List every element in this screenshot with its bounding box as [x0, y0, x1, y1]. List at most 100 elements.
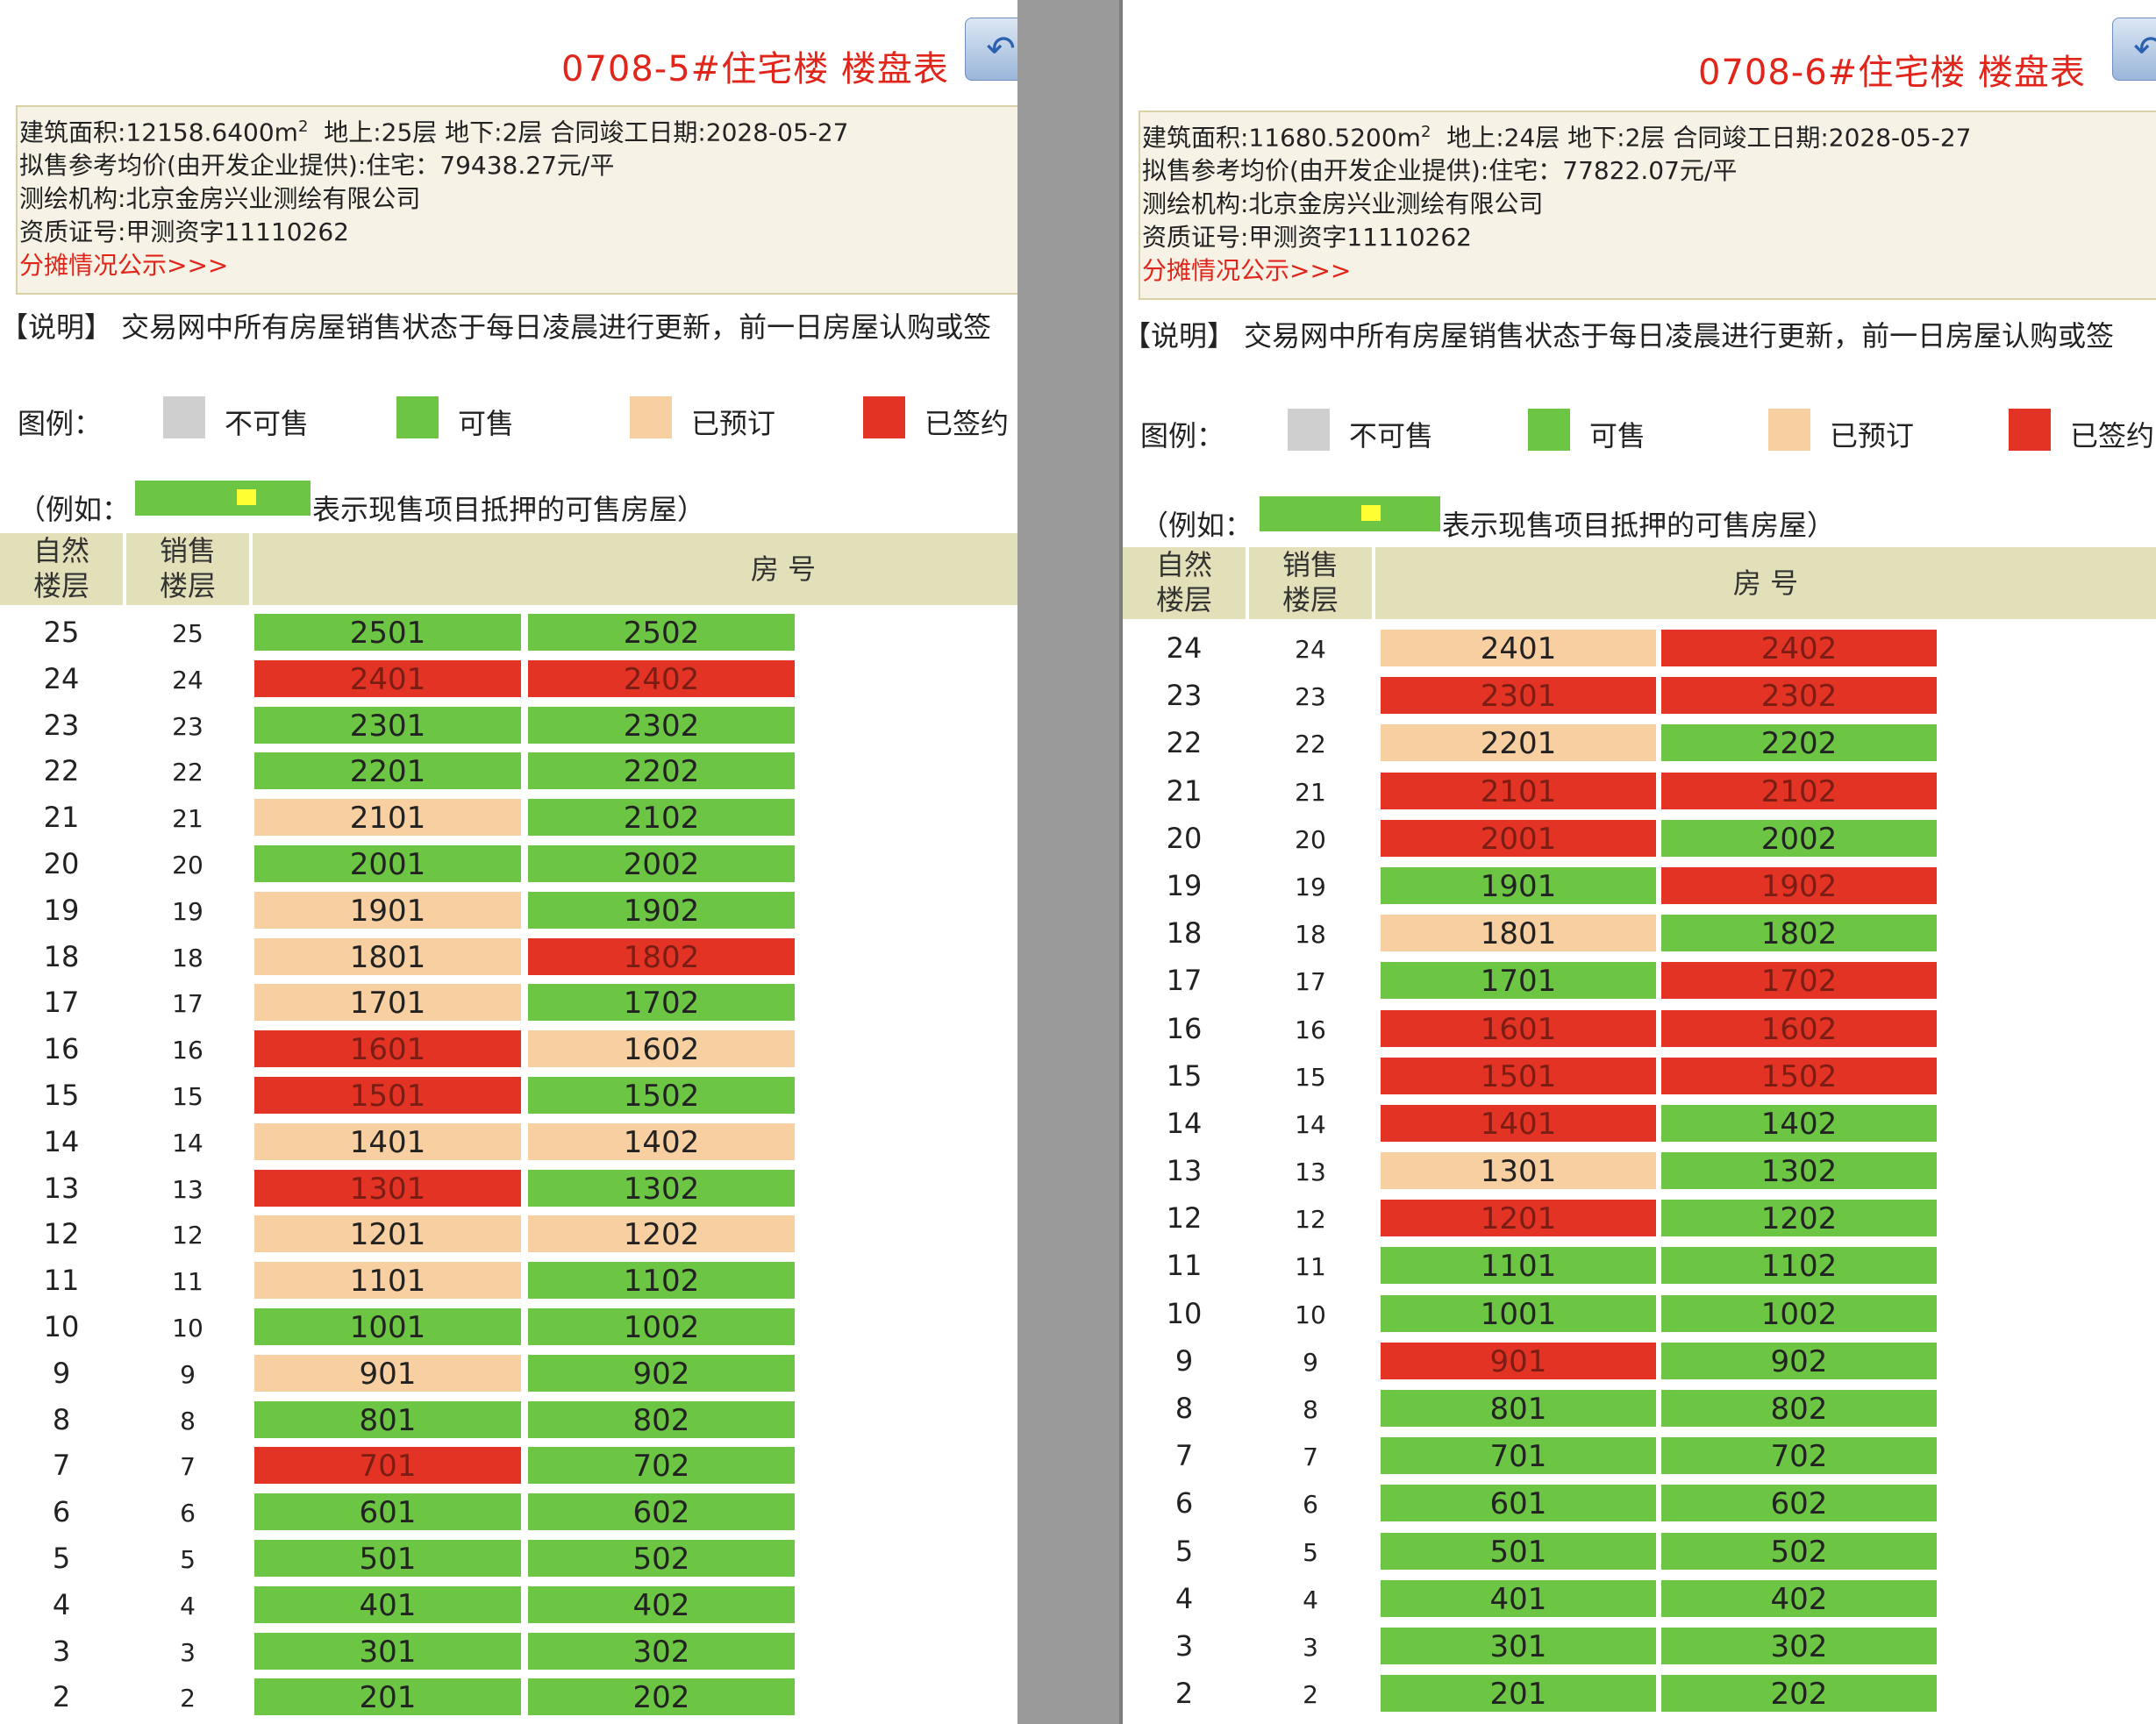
unit-cell[interactable]: 1201: [1381, 1200, 1656, 1237]
unit-cell[interactable]: 902: [528, 1354, 795, 1392]
unit-cell[interactable]: 1402: [1661, 1104, 1937, 1142]
unit-cell[interactable]: 2001: [1381, 819, 1656, 857]
unit-cell[interactable]: 1201: [254, 1215, 521, 1253]
unit-cell[interactable]: 702: [528, 1447, 795, 1485]
unit-cell[interactable]: 2401: [1381, 630, 1656, 666]
unit-cell[interactable]: 2501: [254, 614, 521, 651]
unit-cell[interactable]: 1602: [528, 1030, 795, 1068]
unit-cell[interactable]: 1202: [1661, 1200, 1937, 1237]
unit-cell[interactable]: 1102: [528, 1262, 795, 1300]
unit-cell[interactable]: 2101: [1381, 772, 1656, 809]
unit-cell[interactable]: 1802: [1661, 915, 1937, 952]
unit-cell[interactable]: 501: [1381, 1532, 1656, 1570]
unit-cell[interactable]: 2302: [528, 706, 795, 744]
unit-cell[interactable]: 2001: [254, 844, 521, 882]
unit-cell[interactable]: 402: [1661, 1579, 1937, 1617]
unit-cell[interactable]: 301: [1381, 1627, 1656, 1664]
unit-cell[interactable]: 801: [254, 1400, 521, 1438]
unit-cell[interactable]: 2201: [254, 752, 521, 790]
unit-cell[interactable]: 2301: [1381, 677, 1656, 715]
unit-cell[interactable]: 1101: [254, 1262, 521, 1300]
unit-cell[interactable]: 1501: [254, 1076, 521, 1114]
unit-cell[interactable]: 2401: [254, 659, 521, 697]
unit-cell[interactable]: 1801: [1381, 915, 1656, 952]
unit-cell[interactable]: 1301: [1381, 1152, 1656, 1190]
unit-cell[interactable]: 1001: [254, 1307, 521, 1345]
unit-cell[interactable]: 1902: [1661, 866, 1937, 904]
unit-cell[interactable]: 1701: [254, 984, 521, 1022]
unit-cell[interactable]: 302: [1661, 1627, 1937, 1664]
unit-cell[interactable]: 302: [528, 1632, 795, 1670]
unit-cell[interactable]: 2201: [1381, 724, 1656, 762]
unit-cell[interactable]: 1302: [1661, 1152, 1937, 1190]
unit-cell[interactable]: 2402: [1661, 630, 1937, 666]
unit-cell[interactable]: 1702: [528, 984, 795, 1022]
unit-cell[interactable]: 1302: [528, 1169, 795, 1207]
unit-cell[interactable]: 301: [254, 1632, 521, 1670]
unit-cell[interactable]: 1102: [1661, 1247, 1937, 1285]
unit-cell[interactable]: 1901: [254, 891, 521, 929]
unit-cell[interactable]: 1701: [1381, 962, 1656, 1000]
unit-cell[interactable]: 1501: [1381, 1057, 1656, 1094]
unit-cell[interactable]: 502: [1661, 1532, 1937, 1570]
unit-cell[interactable]: 2002: [528, 844, 795, 882]
unit-cell[interactable]: 1101: [1381, 1247, 1656, 1285]
unit-cell[interactable]: 802: [528, 1400, 795, 1438]
unit-cell[interactable]: 701: [254, 1447, 521, 1485]
unit-cell[interactable]: 202: [528, 1678, 795, 1716]
unit-cell[interactable]: 901: [1381, 1342, 1656, 1379]
unit-cell[interactable]: 1702: [1661, 962, 1937, 1000]
unit-cell[interactable]: 902: [1661, 1342, 1937, 1379]
unit-cell[interactable]: 2202: [528, 752, 795, 790]
natural-floor-cell: 6: [52, 1495, 71, 1529]
unit-cell[interactable]: 202: [1661, 1675, 1937, 1713]
back-arrow-icon[interactable]: ↶: [965, 18, 1017, 81]
unit-cell[interactable]: 802: [1661, 1390, 1937, 1427]
unit-cell[interactable]: 1901: [1381, 866, 1656, 904]
unit-cell[interactable]: 1202: [528, 1215, 795, 1253]
unit-cell[interactable]: 1502: [1661, 1057, 1937, 1094]
unit-cell[interactable]: 801: [1381, 1390, 1656, 1427]
unit-cell[interactable]: 602: [1661, 1485, 1937, 1522]
unit-cell[interactable]: 601: [254, 1493, 521, 1531]
unit-cell[interactable]: 1502: [528, 1076, 795, 1114]
unit-cell[interactable]: 2301: [254, 706, 521, 744]
back-arrow-icon[interactable]: ↶: [2112, 18, 2156, 81]
unit-cell[interactable]: 601: [1381, 1485, 1656, 1522]
unit-cell[interactable]: 502: [528, 1539, 795, 1577]
unit-cell[interactable]: 1002: [1661, 1294, 1937, 1332]
unit-cell[interactable]: 1301: [254, 1169, 521, 1207]
unit-cell[interactable]: 1601: [1381, 1009, 1656, 1047]
unit-cell[interactable]: 2302: [1661, 677, 1937, 715]
unit-cell[interactable]: 1402: [528, 1122, 795, 1160]
unit-cell[interactable]: 2002: [1661, 819, 1937, 857]
unit-cell[interactable]: 201: [254, 1678, 521, 1716]
unit-cell[interactable]: 2502: [528, 614, 795, 651]
unit-cell[interactable]: 402: [528, 1585, 795, 1623]
unit-cell[interactable]: 401: [1381, 1579, 1656, 1617]
unit-cell[interactable]: 901: [254, 1354, 521, 1392]
unit-cell[interactable]: 1001: [1381, 1294, 1656, 1332]
unit-cell[interactable]: 702: [1661, 1437, 1937, 1475]
unit-cell[interactable]: 1601: [254, 1030, 521, 1068]
unit-cell[interactable]: 1602: [1661, 1009, 1937, 1047]
unit-cell[interactable]: 1801: [254, 937, 521, 975]
unit-cell[interactable]: 501: [254, 1539, 521, 1577]
unit-cell[interactable]: 401: [254, 1585, 521, 1623]
unit-cell[interactable]: 1802: [528, 937, 795, 975]
unit-cell[interactable]: 1401: [1381, 1104, 1656, 1142]
share-link[interactable]: 分摊情况公示>>>: [19, 251, 229, 281]
unit-cell[interactable]: 1401: [254, 1122, 521, 1160]
unit-cell[interactable]: 2101: [254, 799, 521, 837]
unit-cell[interactable]: 2102: [1661, 772, 1937, 809]
sales-floor-cell: 17: [172, 989, 203, 1019]
unit-cell[interactable]: 1002: [528, 1307, 795, 1345]
unit-cell[interactable]: 201: [1381, 1675, 1656, 1713]
unit-cell[interactable]: 2202: [1661, 724, 1937, 762]
unit-cell[interactable]: 701: [1381, 1437, 1656, 1475]
share-link[interactable]: 分摊情况公示>>>: [1142, 256, 1352, 286]
unit-cell[interactable]: 602: [528, 1493, 795, 1531]
unit-cell[interactable]: 1902: [528, 891, 795, 929]
unit-cell[interactable]: 2402: [528, 659, 795, 697]
unit-cell[interactable]: 2102: [528, 799, 795, 837]
